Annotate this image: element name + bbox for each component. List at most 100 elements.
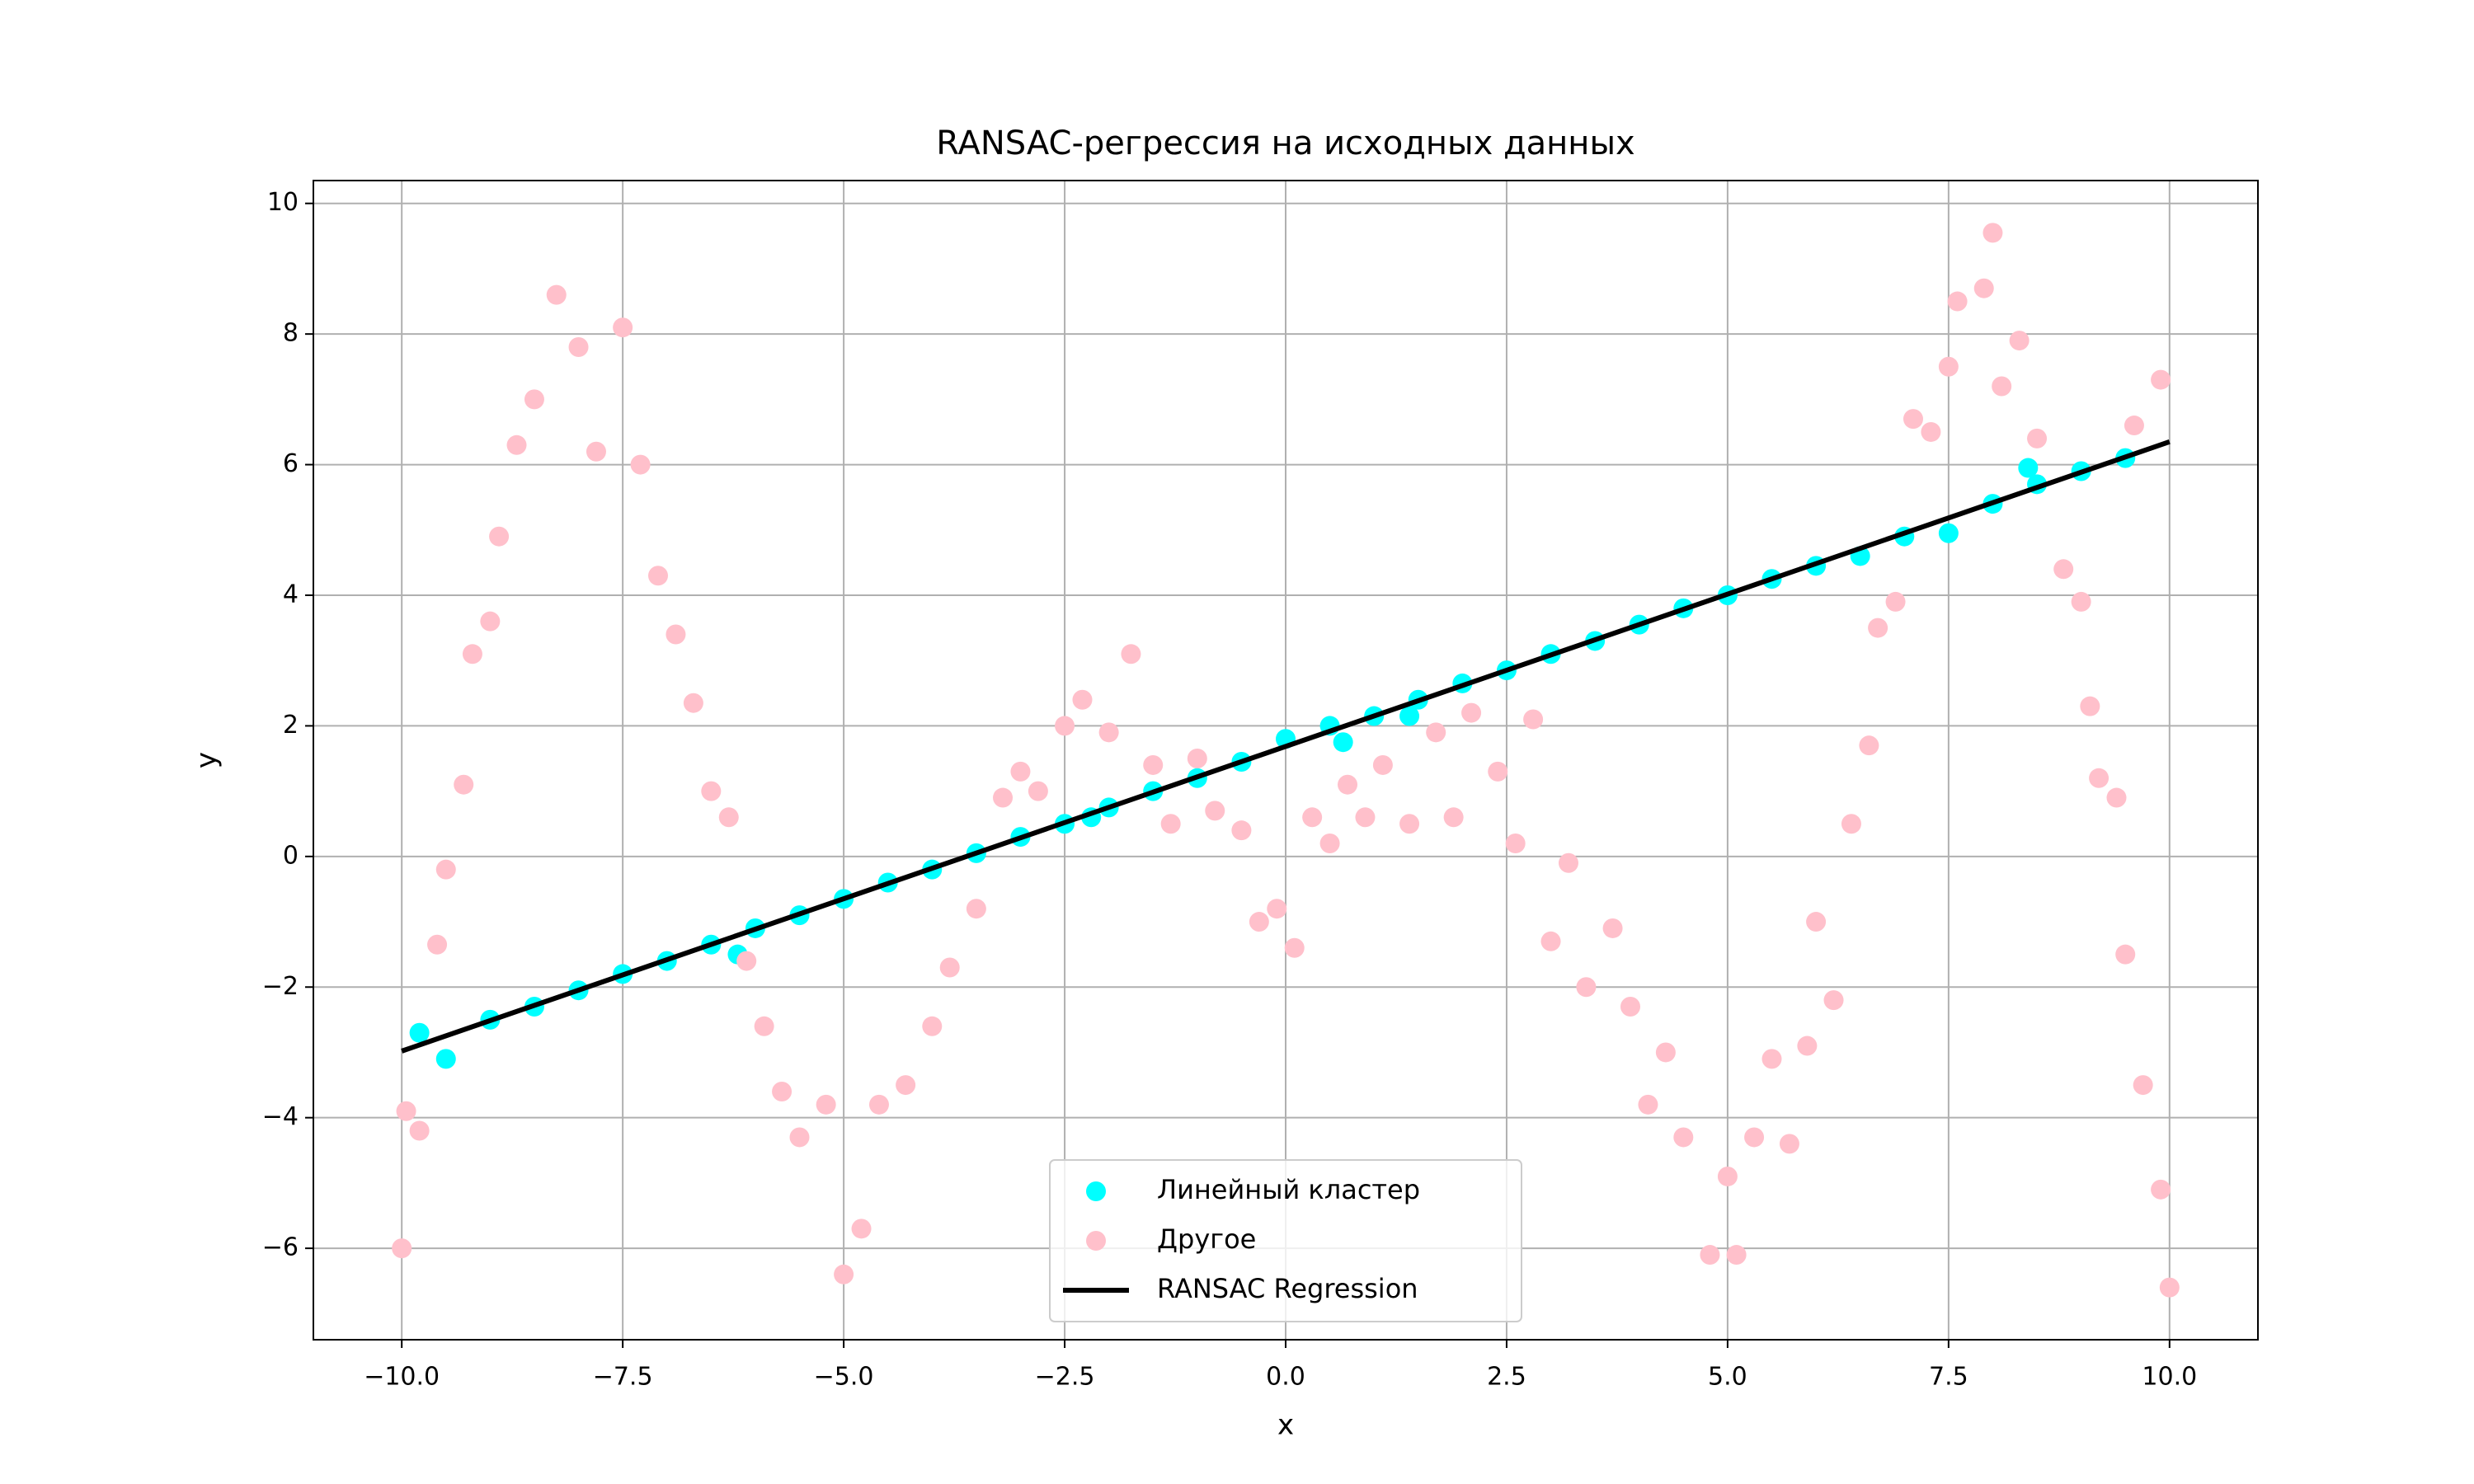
point <box>396 1101 416 1121</box>
point <box>718 807 739 828</box>
point <box>480 611 501 632</box>
point <box>1903 409 1923 430</box>
point <box>1797 1036 1818 1056</box>
x-tick-label: −7.5 <box>593 1363 653 1392</box>
point <box>2159 1277 2180 1298</box>
point <box>435 1049 456 1069</box>
point <box>1461 702 1482 723</box>
x-tick-label: 7.5 <box>1929 1363 1968 1392</box>
point <box>772 1081 793 1101</box>
regression-line <box>401 439 2171 1054</box>
point <box>630 454 651 475</box>
y-axis-label: y <box>190 752 223 768</box>
point <box>1823 990 1844 1011</box>
point <box>1072 689 1093 710</box>
point <box>586 441 606 462</box>
point <box>1744 1127 1765 1148</box>
point <box>2071 591 2091 612</box>
y-tick-label: 8 <box>283 319 299 348</box>
point <box>834 1264 854 1284</box>
y-tick-label: 4 <box>283 580 299 608</box>
legend: Линейный кластер Другое RANSAC Regression <box>1049 1159 1522 1322</box>
point <box>1885 591 1906 612</box>
point <box>2151 1179 2171 1200</box>
point <box>2080 696 2100 716</box>
point <box>1143 754 1164 775</box>
point <box>1187 749 1207 769</box>
point <box>1868 618 1888 638</box>
point <box>683 693 703 713</box>
point <box>1338 774 1358 795</box>
point <box>1992 376 2012 397</box>
point <box>1620 997 1641 1017</box>
point <box>2106 787 2127 808</box>
point <box>1726 1245 1747 1266</box>
point <box>546 284 567 305</box>
point <box>1938 523 1959 543</box>
point <box>1302 807 1323 828</box>
point <box>939 957 960 978</box>
point <box>1921 421 1941 442</box>
y-tick-label: −2 <box>262 972 299 1001</box>
point <box>1638 1094 1658 1115</box>
point <box>409 1120 430 1141</box>
chart-title: RANSAC-регрессия на исходных данных <box>936 124 1634 162</box>
y-tick-label: 6 <box>283 449 299 478</box>
x-tick-label: 5.0 <box>1708 1363 1747 1392</box>
legend-swatch <box>1086 1181 1106 1201</box>
legend-label: Линейный кластер <box>1157 1174 1420 1205</box>
point <box>993 787 1014 808</box>
point <box>1841 814 1861 834</box>
point <box>489 526 510 547</box>
point <box>2027 428 2048 448</box>
point <box>1947 291 1968 312</box>
point <box>1443 807 1464 828</box>
point <box>1523 709 1544 730</box>
point <box>1055 716 1075 736</box>
point <box>1602 918 1623 938</box>
point <box>1249 912 1269 932</box>
point <box>1859 735 1879 756</box>
point <box>1028 781 1048 801</box>
point <box>392 1238 412 1259</box>
point <box>789 1127 810 1148</box>
point <box>1558 852 1578 873</box>
point <box>1505 833 1526 853</box>
point <box>462 644 482 665</box>
point <box>666 624 686 645</box>
point <box>1779 1134 1799 1154</box>
x-tick-label: 2.5 <box>1487 1363 1526 1392</box>
point <box>851 1219 872 1239</box>
point <box>613 317 633 338</box>
point <box>435 859 456 880</box>
point <box>1426 722 1446 743</box>
x-tick-label: 0.0 <box>1266 1363 1305 1392</box>
point <box>2115 944 2136 965</box>
point <box>1973 278 1994 298</box>
legend-swatch <box>1086 1231 1106 1251</box>
point <box>427 934 448 955</box>
point <box>2133 1075 2153 1096</box>
point <box>1160 814 1181 834</box>
point <box>816 1094 836 1115</box>
point <box>1540 931 1561 951</box>
point <box>648 566 669 586</box>
legend-box <box>1049 1159 1522 1322</box>
point <box>524 389 544 410</box>
point <box>701 781 722 801</box>
point <box>2124 416 2144 436</box>
x-tick-label: −10.0 <box>364 1363 440 1392</box>
point <box>1399 814 1420 834</box>
point <box>2089 768 2109 788</box>
point <box>409 1022 430 1043</box>
point <box>1267 899 1287 919</box>
point <box>1205 801 1225 821</box>
point <box>1372 754 1393 775</box>
point <box>1761 1049 1782 1069</box>
point <box>1010 761 1031 782</box>
point <box>1399 706 1420 726</box>
point <box>1284 937 1305 958</box>
point <box>2018 458 2039 478</box>
point <box>2053 559 2074 580</box>
